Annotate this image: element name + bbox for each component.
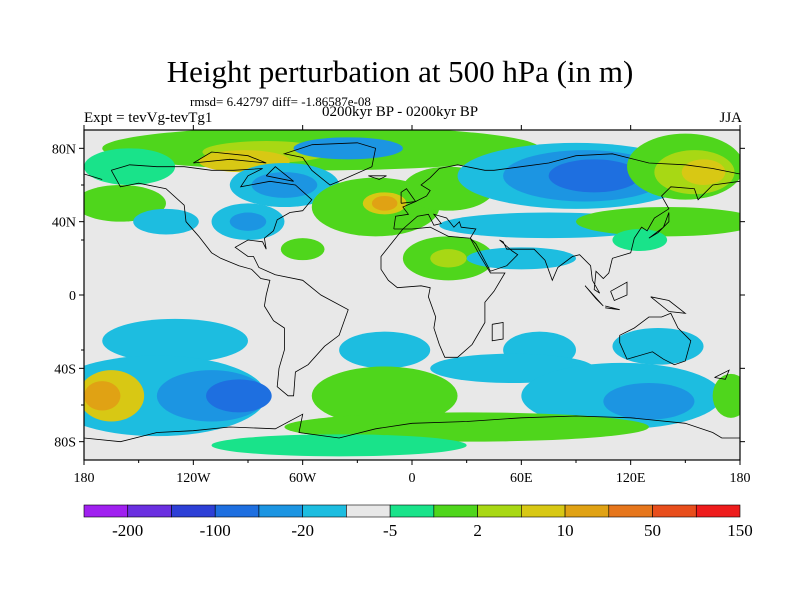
colorbar-label: -20 [291, 521, 314, 540]
colorbar-swatch [127, 504, 172, 518]
height-field [84, 130, 740, 460]
coastlines [84, 142, 740, 443]
coastline [193, 151, 267, 164]
field-contour-region [293, 137, 403, 160]
field-contour-region [206, 379, 272, 413]
axis-ticks: 80N 40N 0 40S 80S 180 120W 60W 0 60E 120E 180 [52, 125, 751, 486]
season-label: JJA [719, 110, 742, 126]
field-contour-region [284, 412, 649, 442]
colorbar-swatch [564, 504, 610, 518]
lon-tick-label: 60E [510, 471, 533, 486]
colorbar-swatch [346, 504, 391, 518]
colorbar-swatch [83, 504, 129, 518]
coastline [619, 312, 692, 366]
colorbar-swatch [652, 504, 697, 518]
field-contour-region [339, 331, 431, 369]
field-contour-region [612, 328, 704, 365]
coastline [380, 226, 506, 358]
field-contour-region [548, 159, 640, 193]
coastline [368, 175, 387, 180]
colorbar-swatch [433, 504, 478, 518]
field-contour-region [371, 196, 398, 211]
coastline [648, 212, 670, 239]
coastline [110, 164, 349, 397]
field-contour-region [84, 381, 121, 411]
colorbar-swatch [214, 504, 260, 518]
lon-tick-label: 180 [730, 471, 751, 486]
lat-tick-label: 40N [52, 216, 76, 231]
colorbar-label: -200 [112, 521, 143, 540]
coastline [393, 153, 740, 230]
coastline [584, 285, 604, 307]
lon-tick-label: 120W [176, 471, 211, 486]
lat-tick-label: 0 [69, 289, 76, 304]
coastline [400, 188, 417, 204]
coastline [610, 281, 628, 302]
lat-tick-label: 80N [52, 142, 76, 157]
period-label: 0200kyr BP - 0200kyr BP [322, 104, 479, 120]
field-contour-region [430, 249, 467, 268]
colorbar-swatch [695, 504, 741, 518]
coastline [265, 166, 294, 182]
colorbar-swatch [302, 504, 347, 518]
field-contour-region [712, 373, 740, 418]
lon-tick-label: 180 [74, 471, 95, 486]
map-title: Height perturbation at 500 hPa (in m) [166, 54, 634, 89]
coastline [84, 173, 103, 180]
coastline [84, 413, 740, 443]
colorbar-swatch [258, 504, 303, 518]
colorbar-swatch [171, 504, 216, 518]
lat-tick-label: 40S [54, 362, 76, 377]
field-contour-region [102, 318, 248, 363]
colorbar: -200 -100 -20 -5 2 10 50 150 [83, 504, 753, 540]
field-contour-region [311, 366, 458, 426]
coastline [282, 142, 377, 186]
coastline [714, 369, 730, 380]
field-contour-region [466, 247, 576, 270]
field-contour-region [84, 148, 176, 186]
colorbar-label: -5 [383, 521, 397, 540]
field-contour-region [251, 172, 318, 198]
colorbar-swatch [389, 504, 435, 518]
field-contour-region [211, 434, 467, 457]
field-contour-region [133, 208, 199, 235]
colorbar-label: 50 [644, 521, 661, 540]
lat-tick-label: 80S [54, 436, 76, 451]
experiment-label: Expt = tevVg-tevTg1 [84, 110, 213, 126]
field-contour-region [603, 383, 695, 420]
field-contour-region [229, 212, 267, 231]
colorbar-label: -100 [200, 521, 231, 540]
colorbar-swatch [521, 504, 566, 518]
coastline [605, 305, 620, 311]
lon-tick-label: 60W [289, 471, 317, 486]
colorbar-label: 2 [473, 521, 482, 540]
colorbar-swatch [477, 504, 522, 518]
coastline [393, 180, 740, 294]
colorbar-label: 150 [727, 521, 753, 540]
field-contour-region [280, 238, 325, 261]
field-contour-region [681, 159, 726, 186]
stats-line: rmsd= 6.42797 diff= -1.86587e-08 [190, 94, 371, 109]
coastline [650, 296, 687, 314]
colorbar-swatch [608, 504, 653, 518]
coastline [491, 322, 504, 342]
lon-tick-label: 120E [616, 471, 646, 486]
lon-tick-label: 0 [409, 471, 416, 486]
colorbar-label: 10 [557, 521, 574, 540]
field-contour-region [576, 207, 740, 237]
